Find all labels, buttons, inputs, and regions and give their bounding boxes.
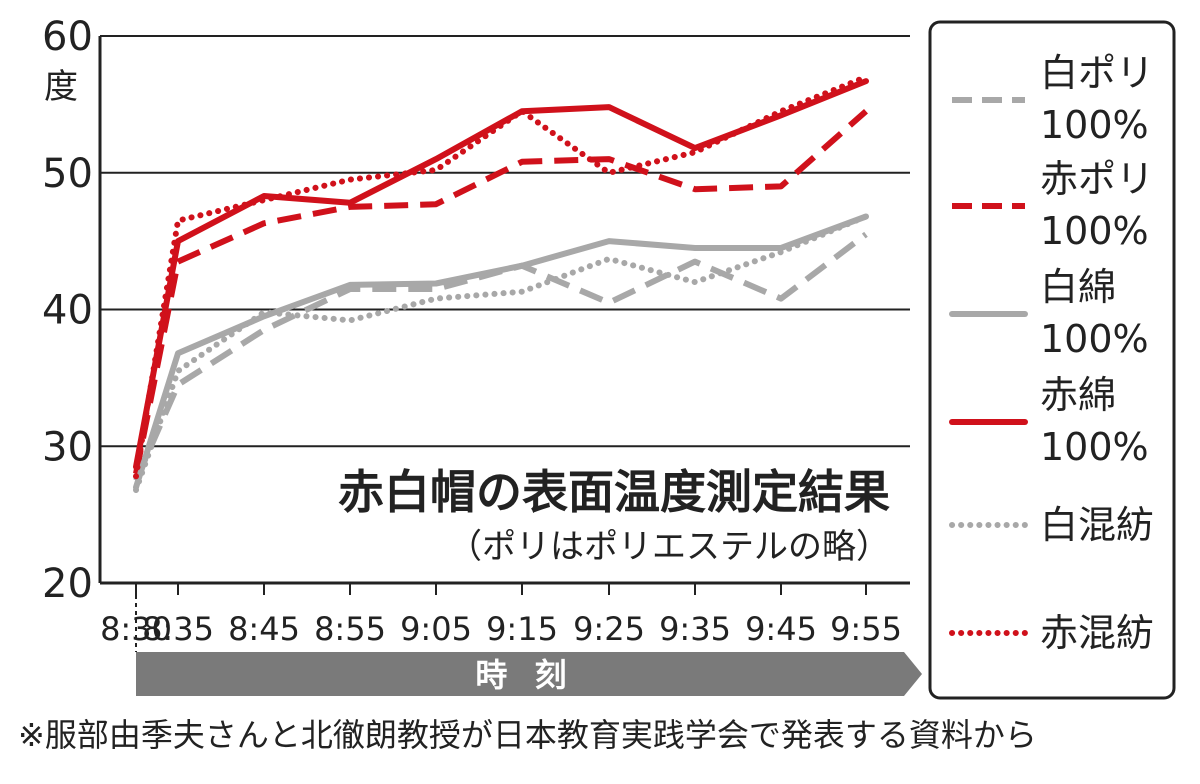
x-tick-label: 9:15 [486, 610, 558, 648]
legend-label-percent: 100% [1040, 317, 1149, 361]
legend-label-percent: 100% [1040, 425, 1149, 469]
chart-title: 赤白帽の表面温度測定結果 [338, 465, 890, 519]
x-tick-label: 9:25 [573, 610, 645, 648]
y-unit-label: 度 [44, 67, 78, 107]
y-tick-label: 60 [42, 14, 93, 60]
series-line-5 [133, 74, 869, 480]
x-tick-label: 8:55 [314, 610, 386, 648]
legend-label: 白混紡 [1040, 503, 1154, 547]
tick-labels: 20 30 40 50 60 8:308:35 8:45 8:55 9:05 9:15 9:25 9:… [42, 14, 902, 648]
legend-label: 白綿 [1040, 265, 1116, 309]
legend-label: 赤綿 [1040, 373, 1116, 417]
x-axis-arrow-banner [136, 652, 922, 696]
legend-label: 白ポリ [1040, 51, 1154, 95]
series-line-2 [133, 213, 869, 491]
legend-label-percent: 100% [1040, 209, 1149, 253]
y-tick-label: 20 [42, 561, 93, 607]
series-lines [133, 74, 869, 493]
y-tick-label: 40 [42, 288, 93, 334]
source-footnote: ※服部由季夫さんと北徹朗教授が日本教育実践学会で発表する資料から [18, 716, 1037, 754]
x-tick-label: 9:45 [745, 610, 817, 648]
x-tick-label: 9:55 [830, 610, 902, 648]
y-tick-label: 50 [42, 151, 93, 197]
x-tick-label: 8:35 [142, 610, 214, 648]
x-tick-label: 9:35 [659, 610, 731, 648]
x-tick-label: 8:30 [100, 610, 172, 648]
legend-label-percent: 100% [1040, 103, 1149, 147]
x-tick-label: 9:05 [400, 610, 472, 648]
x-axis-title: 時 刻 [475, 656, 574, 694]
axes [98, 36, 910, 652]
series-line-3 [133, 78, 869, 470]
y-tick-label: 30 [42, 424, 93, 470]
legend-box [928, 20, 1176, 700]
legend-label: 赤混紡 [1040, 611, 1154, 655]
series-line-4 [133, 213, 869, 493]
x-tick-label: 8:45 [228, 610, 300, 648]
series-line-1 [133, 108, 868, 475]
chart-subtitle: （ポリはポリエステルの略） [448, 527, 890, 567]
legend-label: 赤ポリ [1040, 157, 1154, 201]
